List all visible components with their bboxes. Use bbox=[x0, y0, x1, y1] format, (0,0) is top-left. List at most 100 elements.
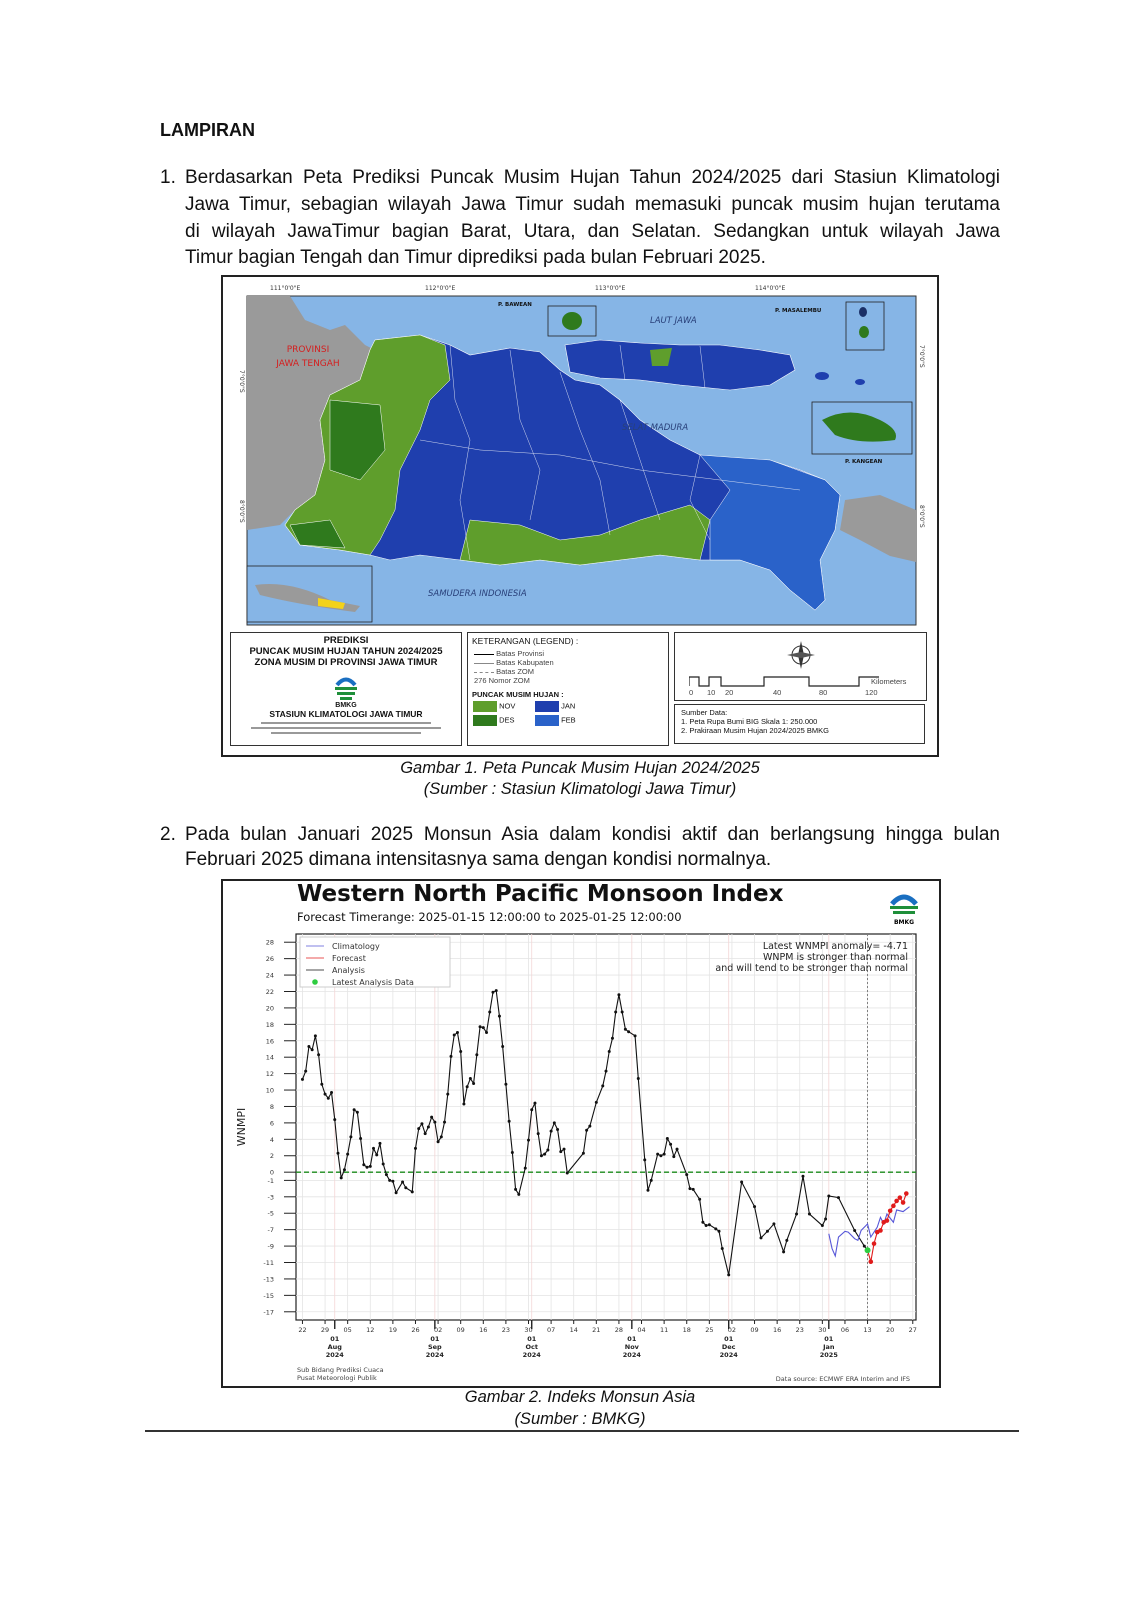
x-major-tick-label: Nov bbox=[625, 1343, 640, 1351]
footer-rule bbox=[145, 1430, 1019, 1432]
legend-regency-border: Batas Kabupaten bbox=[496, 658, 554, 667]
analysis-point bbox=[617, 993, 621, 997]
y-tick-label: 24 bbox=[266, 972, 274, 980]
small-island bbox=[855, 379, 865, 385]
analysis-point bbox=[510, 1150, 514, 1154]
x-minor-tick-label: 16 bbox=[479, 1326, 487, 1334]
y-tick-label: 10 bbox=[266, 1087, 274, 1095]
wnmpi-line-chart: 2826242220181614121086420-1-3-5-7-9-11-1… bbox=[235, 933, 917, 1383]
chart-subtitle: Forecast Timerange: 2025-01-15 12:00:00 … bbox=[297, 910, 682, 924]
analysis-point bbox=[562, 1147, 566, 1151]
analysis-point bbox=[307, 1045, 311, 1049]
java-sea-label: LAUT JAWA bbox=[650, 316, 697, 326]
figure2-caption: Gambar 2. Indeks Monsun Asia bbox=[464, 1388, 696, 1406]
forecast-point bbox=[868, 1259, 874, 1264]
bawean-island bbox=[562, 312, 582, 330]
x-minor-tick-label: 09 bbox=[457, 1326, 465, 1334]
analysis-point bbox=[378, 1141, 382, 1145]
analysis-point bbox=[420, 1122, 424, 1126]
analysis-point bbox=[417, 1127, 421, 1131]
analysis-point bbox=[665, 1136, 669, 1140]
analysis-point bbox=[701, 1220, 705, 1224]
x-minor-tick-label: 20 bbox=[886, 1326, 894, 1334]
analysis-point bbox=[388, 1178, 392, 1182]
analysis-point bbox=[675, 1147, 679, 1151]
analysis-point bbox=[465, 1085, 469, 1089]
analysis-point bbox=[310, 1048, 314, 1052]
analysis-point bbox=[439, 1135, 443, 1139]
bmkg-logo-text: BMKG bbox=[335, 702, 357, 709]
chart-footer-left: Sub Bidang Prediksi Cuaca bbox=[297, 1366, 384, 1374]
analysis-point bbox=[556, 1127, 560, 1131]
legend-label: Forecast bbox=[332, 954, 366, 963]
analysis-point bbox=[330, 1091, 334, 1095]
analysis-point bbox=[349, 1135, 353, 1139]
svg-text:113°0'0"E: 113°0'0"E bbox=[595, 285, 625, 292]
analysis-point bbox=[643, 1158, 647, 1162]
analysis-point bbox=[423, 1132, 427, 1136]
map-title-line: ZONA MUSIM DI PROVINSI JAWA TIMUR bbox=[254, 657, 438, 668]
analysis-point bbox=[536, 1132, 540, 1136]
x-minor-tick-label: 28 bbox=[615, 1326, 623, 1334]
paragraph-line: Pada bulan Januari 2025 Monsun Asia dala… bbox=[185, 824, 1000, 845]
analysis-point bbox=[304, 1069, 308, 1073]
analysis-point bbox=[785, 1238, 789, 1242]
source-title: Sumber Data: bbox=[681, 708, 728, 717]
analysis-point bbox=[433, 1120, 437, 1124]
legend-title: KETERANGAN (LEGEND) : bbox=[472, 636, 579, 646]
kangean-label: P. KANGEAN bbox=[845, 459, 883, 465]
analysis-point bbox=[862, 1244, 866, 1248]
analysis-point bbox=[452, 1033, 456, 1037]
analysis-point bbox=[633, 1034, 637, 1038]
analysis-point bbox=[782, 1250, 786, 1254]
indian-ocean-label: SAMUDERA INDONESIA bbox=[428, 589, 527, 599]
analysis-point bbox=[765, 1229, 769, 1233]
y-tick-label: 18 bbox=[266, 1021, 274, 1029]
map-title-box: PREDIKSI PUNCAK MUSIM HUJAN TAHUN 2024/2… bbox=[230, 632, 462, 746]
analysis-point bbox=[317, 1053, 321, 1057]
x-minor-tick-label: 07 bbox=[547, 1326, 555, 1334]
x-major-tick-label: 2024 bbox=[523, 1351, 542, 1359]
legend-province-border: Batas Provinsi bbox=[496, 649, 545, 658]
climatology-line bbox=[828, 1206, 910, 1258]
chart-footer-right: Data source: ECMWF ERA Interim and IFS bbox=[776, 1375, 910, 1383]
analysis-point bbox=[607, 1049, 611, 1053]
analysis-point bbox=[704, 1224, 708, 1228]
analysis-point bbox=[824, 1217, 828, 1221]
x-minor-tick-label: 27 bbox=[909, 1326, 917, 1334]
analysis-point bbox=[707, 1223, 711, 1227]
x-major-tick-label: 2024 bbox=[326, 1351, 345, 1359]
madura-island bbox=[564, 339, 796, 391]
y-tick-label: 28 bbox=[266, 939, 274, 947]
x-major-tick-label: Sep bbox=[428, 1343, 442, 1351]
analysis-point bbox=[459, 1049, 463, 1053]
analysis-point bbox=[614, 1010, 618, 1014]
analysis-point bbox=[501, 1045, 505, 1049]
forecast-point bbox=[884, 1218, 890, 1223]
x-major-tick-label: Jan bbox=[822, 1343, 835, 1351]
analysis-point bbox=[807, 1212, 811, 1216]
y-axis-label: WNMPI bbox=[235, 1108, 248, 1146]
forecast-point bbox=[900, 1200, 906, 1205]
analysis-point bbox=[646, 1188, 650, 1192]
analysis-point bbox=[649, 1178, 653, 1182]
analysis-point bbox=[436, 1140, 440, 1144]
analysis-point bbox=[410, 1190, 414, 1194]
svg-text:8°0'0"S: 8°0'0"S bbox=[238, 500, 245, 523]
station-name: STASIUN KLIMATOLOGI JAWA TIMUR bbox=[269, 709, 423, 719]
y-tick-label: -13 bbox=[263, 1275, 274, 1283]
analysis-point bbox=[401, 1180, 405, 1184]
section-heading: LAMPIRAN bbox=[160, 120, 255, 140]
svg-text:JAWA TENGAH: JAWA TENGAH bbox=[275, 359, 339, 369]
source-item: 2. Prakiraan Musim Hujan 2024/2025 BMKG bbox=[681, 726, 829, 735]
x-minor-tick-label: 21 bbox=[592, 1326, 600, 1334]
analysis-point bbox=[352, 1108, 356, 1112]
analysis-point bbox=[837, 1196, 840, 1200]
analysis-point bbox=[426, 1125, 430, 1129]
analysis-point bbox=[326, 1096, 330, 1100]
plot-area bbox=[295, 933, 917, 1321]
legend-label: Analysis bbox=[332, 966, 365, 975]
analysis-point bbox=[381, 1162, 385, 1166]
map-legend-box: KETERANGAN (LEGEND) : Batas Provinsi Bat… bbox=[467, 632, 669, 746]
analysis-point bbox=[581, 1151, 585, 1155]
